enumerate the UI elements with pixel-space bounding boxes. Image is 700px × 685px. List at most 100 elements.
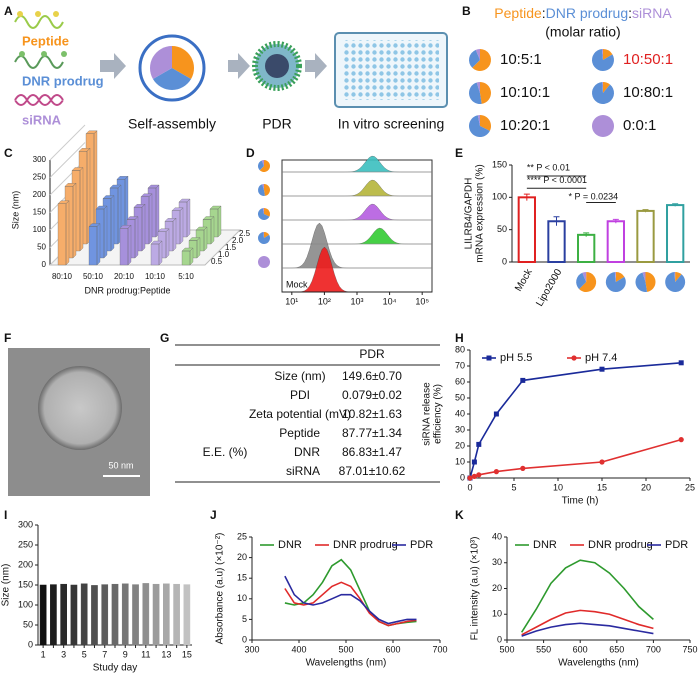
x-tick-label: 10:10 [145,272,166,281]
bar [60,583,67,646]
category-pie [615,272,625,282]
x-tick-label: 15 [597,482,607,492]
x-tick-label: 5 [511,482,516,492]
y-tick-label: 60 [455,376,465,386]
panel-label: H [455,331,464,345]
bar [606,220,625,263]
bar-3d [88,223,101,266]
category-pie [675,272,682,282]
ratio-pie [477,115,480,126]
ratio-pie [472,48,492,71]
ratio-pie [469,49,480,68]
ratio-pie [468,115,490,138]
ratio-pie [603,82,611,93]
histogram [281,222,432,269]
row-pie [258,232,271,244]
table-header: PDR [359,347,385,361]
y-axis-label: Size (nm) [10,191,20,230]
x-tick-label: 0 [467,482,472,492]
row-pie [261,160,264,166]
legend-label: DNR [278,539,302,551]
error-bar [553,216,560,226]
histogram [282,227,432,245]
assembly-pie [172,46,194,79]
x-tick-label: 10¹ [285,296,298,306]
component-label: Peptide [22,33,69,48]
y-tick-label: 50 [23,619,33,629]
category-pie [605,272,626,293]
ratio-pie [476,82,480,93]
marker [599,366,605,372]
series-line [469,362,682,479]
error-bar [642,209,649,213]
x-axis-label: Study day [93,663,137,674]
row-value: 86.83±1.47 [342,445,402,459]
legend-label: PDR [410,539,433,551]
ratio-label: 10:5:1 [500,51,542,68]
x-tick-label: 700 [432,644,447,654]
x-tick-label: 10 [553,482,563,492]
title-part: : [542,5,546,21]
bar [132,584,139,646]
series-line [284,558,417,627]
ratio-pie [603,49,613,60]
y-tick-label: 40 [492,531,502,541]
error-bar [612,218,619,224]
ratio-pie [480,115,491,131]
z-tick-label: 2.5 [239,229,251,238]
row-pie [262,208,264,214]
component-label: DNR prodrug [22,73,104,88]
bar [547,220,566,263]
x-tick-label: 3 [61,649,66,659]
y-tick-label: 50 [37,243,46,252]
z-tick-label: 0.5 [211,257,223,266]
annotation: * P = 0.0234 [569,192,619,202]
x-axis-label: Time (h) [562,496,599,507]
error-bar [523,193,530,201]
y-axis-label: Size (nm) [1,564,12,607]
ratio-pie [601,49,603,60]
x-tick-label: 11 [141,649,150,659]
step-label: PDR [262,116,292,132]
x-tick-label: 5 [82,649,87,659]
marker [678,360,684,366]
row-label: Size (nm) [274,369,325,383]
series-line [469,438,682,479]
y-tick-label: 80 [455,344,465,354]
y-tick-label: 100 [18,599,33,609]
annotation: **** P < 0.0001 [527,175,587,185]
marker [467,475,473,481]
error-bar [672,203,679,207]
y-tick-label: 20 [237,552,247,562]
grid-line [49,142,86,178]
row-pie [257,184,265,196]
bar-3d [119,224,132,266]
bar [91,585,98,646]
x-axis-label: Wavelengths (nm) [306,658,387,669]
ratio-pie [469,82,482,104]
bar [70,584,78,646]
x-tick-label: 9 [123,649,128,659]
legend-label: pH 5.5 [500,352,532,364]
row-pie [258,160,264,171]
histogram [282,155,432,173]
annotation: ** P < 0.01 [527,163,570,173]
y-axis-label: siRNA release [422,382,433,446]
row-pie [258,256,270,268]
y-tick-label: 0 [460,472,465,482]
bar [101,584,109,646]
legend-marker [571,355,577,361]
group-label: E.E. (%) [203,445,248,459]
x-tick-label: 1 [41,649,46,659]
marker [476,441,482,447]
bar [173,583,180,646]
legend-label: PDR [665,539,688,551]
row-pie [264,184,271,196]
ratio-pie [475,49,480,60]
legend-marker [486,355,492,361]
z-tick-label: 2.0 [232,236,244,245]
bar [517,196,536,263]
bar [152,583,160,646]
x-tick-label: 50:10 [83,272,104,281]
step-label: In vitro screening [338,116,445,132]
